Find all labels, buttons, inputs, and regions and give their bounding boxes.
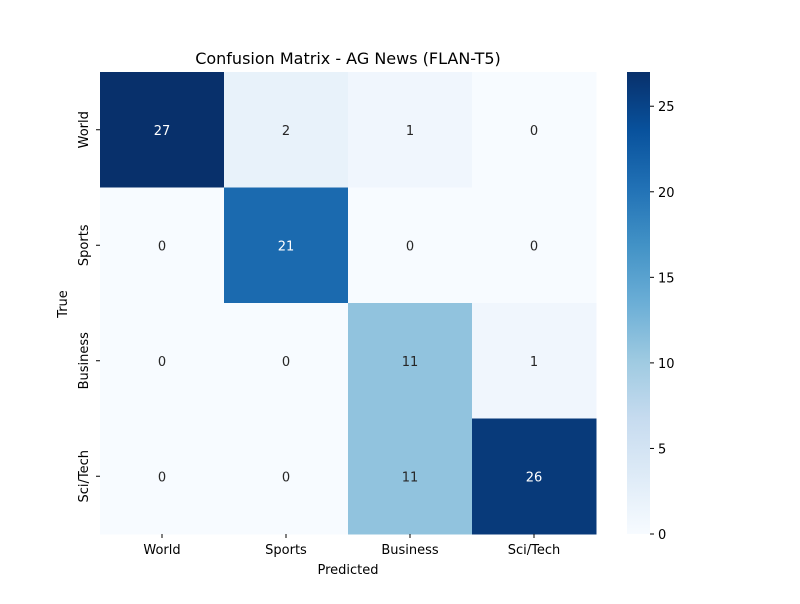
colorbar-gradient — [627, 72, 650, 534]
heatmap-cell — [472, 72, 597, 188]
cell-value-label: 0 — [406, 239, 414, 254]
heatmap-cell — [472, 303, 597, 419]
x-tick-label: Sports — [265, 543, 307, 558]
x-tick-label: World — [143, 543, 180, 558]
x-axis-label: Predicted — [317, 563, 378, 578]
cell-value-label: 11 — [402, 355, 419, 370]
colorbar-tick-label: 25 — [658, 100, 675, 115]
cell-value-label: 11 — [402, 470, 419, 485]
heatmap-cell — [100, 303, 225, 419]
cell-value-label: 0 — [282, 355, 290, 370]
colorbar: 0 5 10 15 20 25 — [627, 72, 675, 543]
colorbar-tick-label: 15 — [658, 271, 675, 286]
cell-value-label: 26 — [526, 470, 543, 485]
y-tick-label: Business — [77, 332, 92, 390]
heatmap-cell — [348, 418, 473, 535]
cell-value-label: 0 — [530, 124, 538, 139]
cell-value-label: 0 — [158, 239, 166, 254]
heatmap-cell — [348, 187, 473, 304]
heatmap-cell — [224, 187, 349, 304]
heatmap-cell — [224, 303, 349, 419]
heatmap-cells — [100, 72, 597, 535]
heatmap-cell — [100, 187, 225, 304]
cell-value-label: 0 — [158, 470, 166, 485]
cell-value-label: 27 — [154, 124, 171, 139]
cell-value-label: 0 — [158, 355, 166, 370]
y-tick-label: Sci/Tech — [77, 450, 92, 503]
heatmap-cell — [224, 72, 349, 188]
y-axis: World Sports Business Sci/Tech — [77, 111, 100, 503]
y-tick-label: Sports — [77, 224, 92, 266]
heatmap-cell — [348, 72, 473, 188]
heatmap-cell — [100, 72, 225, 188]
cell-value-label: 1 — [406, 124, 414, 139]
y-axis-label: True — [56, 290, 71, 319]
x-axis: World Sports Business Sci/Tech — [143, 534, 560, 558]
x-tick-label: Sci/Tech — [508, 543, 561, 558]
heatmap-cell — [224, 418, 349, 535]
heatmap-cell — [100, 418, 225, 535]
cell-value-label: 21 — [278, 239, 295, 254]
colorbar-tick-label: 0 — [658, 528, 666, 543]
cell-value-label: 0 — [282, 470, 290, 485]
heatmap-annotations: 27 2 1 00 21 0 00 0 11 10 0 11 26 — [154, 124, 543, 486]
heatmap-cell — [348, 303, 473, 419]
colorbar-tick-label: 10 — [658, 357, 675, 372]
chart-title: Confusion Matrix - AG News (FLAN-T5) — [195, 49, 501, 68]
heatmap-cell — [472, 418, 597, 535]
x-tick-label: Business — [381, 543, 439, 558]
cell-value-label: 2 — [282, 124, 290, 139]
cell-value-label: 1 — [530, 355, 538, 370]
heatmap-cell — [472, 187, 597, 304]
colorbar-tick-label: 20 — [658, 186, 675, 201]
y-tick-label: World — [77, 111, 92, 148]
colorbar-tick-label: 5 — [658, 442, 666, 457]
cell-value-label: 0 — [530, 239, 538, 254]
